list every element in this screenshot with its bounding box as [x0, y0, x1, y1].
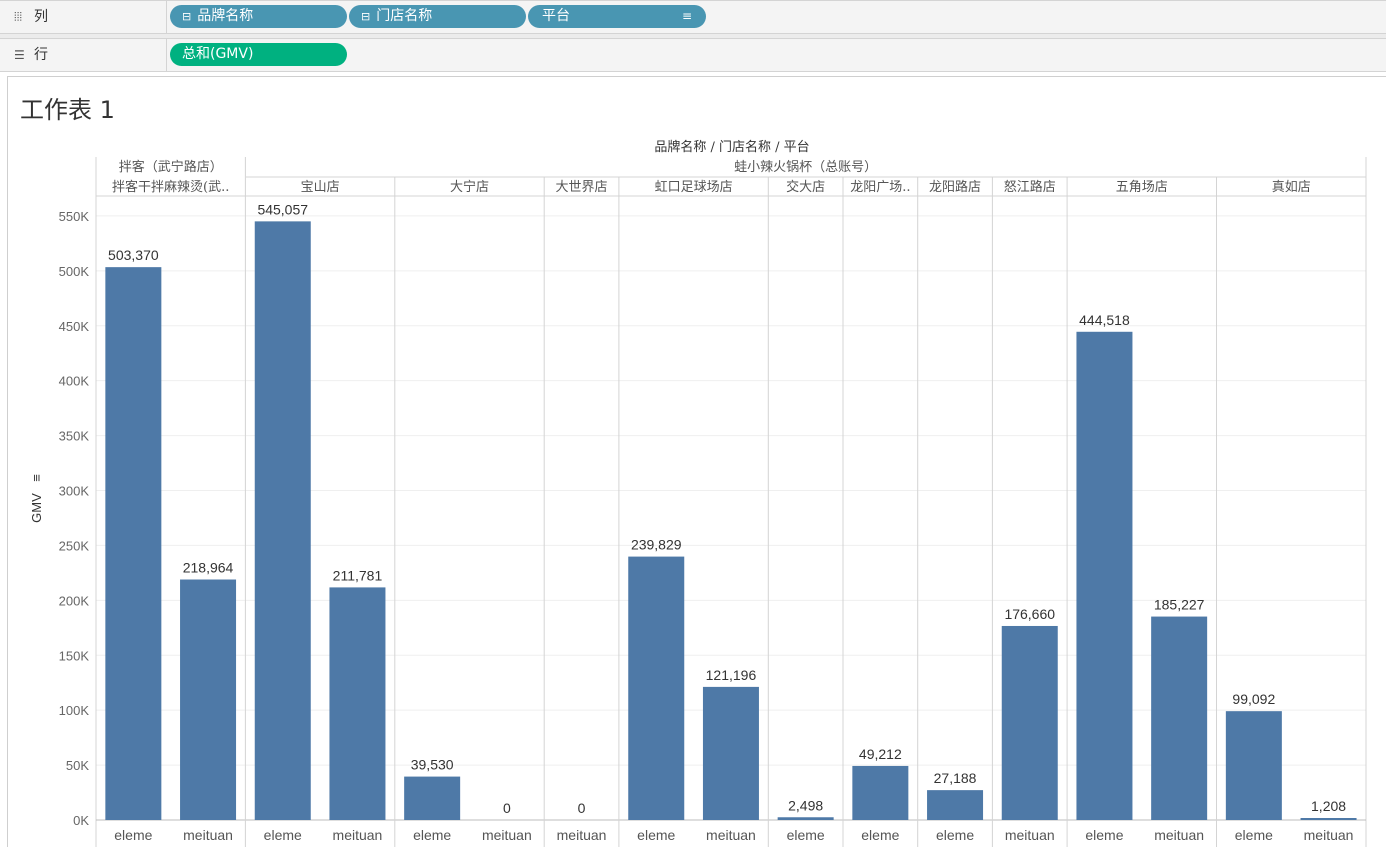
x-platform-label: eleme [861, 827, 899, 843]
columns-shelf-label: ⦙⦙⦙ 列 [0, 1, 167, 33]
store-header: 大宁店 [450, 179, 489, 195]
x-platform-label: meituan [482, 827, 532, 843]
bar [1225, 711, 1282, 820]
bar-value-label: 444,518 [1079, 312, 1130, 328]
bar-value-label: 1,208 [1311, 798, 1346, 814]
store-header: 怒江路店 [1004, 179, 1056, 195]
bar-value-label: 2,498 [788, 797, 823, 813]
bar-value-label: 0 [578, 800, 586, 816]
rows-shelf-label: ☰ 行 [0, 39, 167, 71]
x-platform-label: eleme [1235, 827, 1273, 843]
bar [105, 267, 162, 820]
y-tick-label: 550K [59, 209, 90, 224]
x-platform-label: meituan [183, 827, 233, 843]
y-axis-title: GMV [29, 493, 44, 523]
bar-value-label: 121,196 [706, 667, 757, 683]
x-platform-label: eleme [936, 827, 974, 843]
x-platform-label: meituan [1304, 827, 1354, 843]
pill-brand-name[interactable]: ⊟ 品牌名称 [170, 5, 347, 28]
rows-shelf[interactable]: ☰ 行 总和(GMV) [0, 38, 1386, 72]
pill-sum-gmv[interactable]: 总和(GMV) [170, 43, 347, 66]
store-header: 真如店 [1272, 179, 1311, 195]
columns-shelf[interactable]: ⦙⦙⦙ 列 ⊟ 品牌名称 ⊟ 门店名称 平台 ≡ [0, 0, 1386, 34]
x-platform-label: meituan [1005, 827, 1055, 843]
store-header: 交大店 [786, 179, 825, 195]
y-tick-label: 300K [59, 484, 90, 499]
sheet-title: 工作表 1 [20, 96, 115, 124]
y-tick-label: 500K [59, 264, 90, 279]
store-header: 宝山店 [301, 180, 340, 195]
bar [927, 790, 984, 820]
columns-icon: ⦙⦙⦙ [14, 10, 23, 24]
store-header: 五角场店 [1116, 180, 1168, 195]
y-tick-label: 400K [59, 374, 90, 389]
bar-value-label: 49,212 [859, 746, 902, 762]
bar [852, 765, 909, 820]
bar [1151, 616, 1208, 820]
x-platform-label: eleme [787, 827, 825, 843]
bar [628, 556, 685, 820]
y-tick-label: 0K [73, 813, 89, 828]
x-platform-label: eleme [114, 827, 152, 843]
bar [1001, 625, 1058, 820]
bar [180, 579, 237, 820]
bar-value-label: 176,660 [1004, 606, 1055, 622]
bar-value-label: 27,188 [934, 770, 977, 786]
pill-platform[interactable]: 平台 ≡ [528, 5, 706, 28]
bar-value-label: 545,057 [257, 201, 308, 217]
bar-value-label: 211,781 [333, 567, 383, 583]
sort-indicator-icon: ≡ [29, 474, 44, 482]
collapse-icon: ⊟ [361, 10, 371, 23]
y-tick-label: 100K [59, 703, 90, 718]
x-platform-label: eleme [1085, 827, 1123, 843]
x-platform-label: eleme [264, 827, 302, 843]
collapse-icon: ⊟ [182, 10, 192, 23]
bar-value-label: 99,092 [1232, 691, 1275, 707]
column-header-title: 品牌名称 / 门店名称 / 平台 [654, 139, 809, 155]
bar [777, 817, 834, 820]
pill-store-name[interactable]: ⊟ 门店名称 [349, 5, 526, 28]
sort-icon[interactable]: ≡ [681, 9, 692, 23]
x-platform-label: eleme [637, 827, 675, 843]
store-header: 虹口足球场店 [655, 180, 733, 195]
x-platform-label: meituan [557, 827, 607, 843]
bar [1076, 331, 1133, 820]
y-tick-label: 250K [59, 538, 90, 553]
brand-header: 蛙小辣火锅杯（总账号） [734, 159, 877, 175]
y-tick-label: 350K [59, 429, 90, 444]
y-tick-label: 150K [59, 648, 90, 663]
bar-value-label: 0 [503, 800, 511, 816]
bar-value-label: 218,964 [183, 560, 234, 576]
bar-value-label: 185,227 [1154, 597, 1205, 613]
bar-value-label: 239,829 [631, 537, 682, 553]
bar [254, 221, 311, 820]
x-platform-label: eleme [413, 827, 451, 843]
bar [702, 686, 759, 820]
bar [1300, 818, 1357, 820]
store-header: 龙阳路店 [929, 179, 981, 195]
shelves-area: ⦙⦙⦙ 列 ⊟ 品牌名称 ⊟ 门店名称 平台 ≡ ☰ 行 总和(GMV) [0, 0, 1386, 72]
store-header: 龙阳广场.. [850, 180, 910, 195]
x-platform-label: meituan [706, 827, 756, 843]
store-header: 拌客干拌麻辣烫(武.. [112, 179, 229, 195]
brand-header: 拌客（武宁路店） [119, 159, 223, 175]
x-platform-label: meituan [333, 827, 383, 843]
y-tick-label: 450K [59, 319, 90, 334]
x-platform-label: meituan [1154, 827, 1204, 843]
bar [404, 776, 461, 820]
bar-value-label: 39,530 [411, 757, 454, 773]
store-header: 大世界店 [556, 180, 608, 195]
y-tick-label: 50K [66, 758, 89, 773]
y-tick-label: 200K [59, 593, 90, 608]
bar [329, 587, 386, 820]
rows-icon: ☰ [14, 48, 25, 62]
bar-value-label: 503,370 [108, 247, 159, 263]
